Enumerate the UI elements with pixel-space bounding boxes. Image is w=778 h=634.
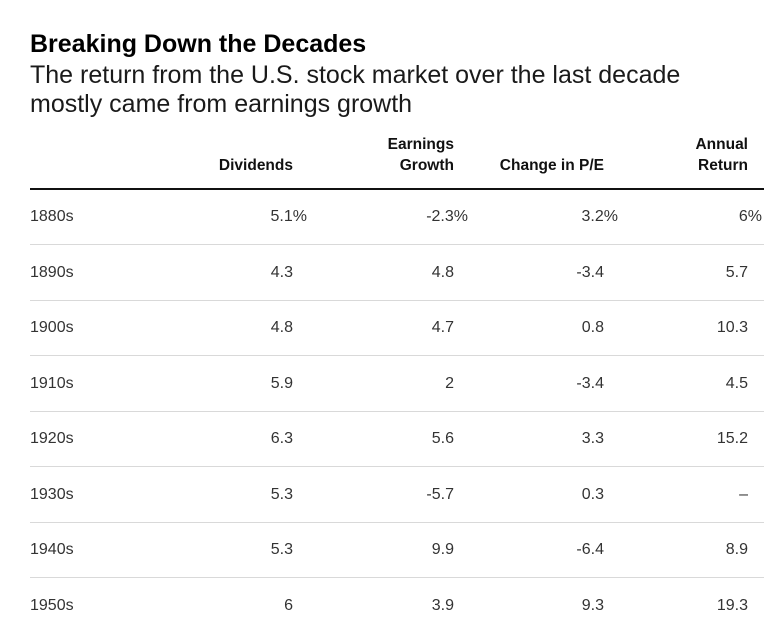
cell-change-in-pe: 3.2% bbox=[581, 208, 618, 225]
row-label-decade: 1940s bbox=[30, 541, 74, 558]
row-divider bbox=[30, 355, 764, 356]
header-divider bbox=[30, 188, 764, 190]
cell-annual-return: 15.2 bbox=[716, 430, 748, 447]
cell-earnings-growth: 9.9 bbox=[431, 541, 454, 558]
table-row: 1930s 5.3 -5.7 0.3 – bbox=[0, 468, 778, 523]
cell-earnings-growth: 4.8 bbox=[431, 263, 454, 281]
cell-dividends: 4.3 bbox=[270, 263, 293, 281]
cell-change-in-pe: 0.8 bbox=[581, 319, 604, 336]
cell-earnings-growth: -5.7 bbox=[426, 485, 454, 503]
cell-dividends: 5.1% bbox=[270, 208, 307, 225]
cell-earnings-growth: 3.9 bbox=[431, 596, 454, 614]
table-row: 1890s 4.3 4.8 -3.4 5.7 bbox=[0, 246, 778, 301]
chart-title: Breaking Down the Decades bbox=[30, 30, 367, 58]
column-header-earnings-growth: Earnings Growth bbox=[387, 136, 454, 174]
column-header-dividends: Dividends bbox=[218, 157, 293, 174]
cell-annual-return: – bbox=[739, 485, 748, 503]
cell-earnings-growth: 2 bbox=[445, 374, 454, 392]
row-divider bbox=[30, 299, 764, 301]
row-label-decade: 1950s bbox=[30, 596, 74, 614]
row-label-decade: 1890s bbox=[30, 263, 74, 281]
cell-earnings-growth: 5.6 bbox=[431, 430, 454, 447]
cell-dividends: 4.8 bbox=[270, 319, 293, 336]
cell-annual-return: 8.9 bbox=[725, 541, 748, 558]
row-divider bbox=[30, 521, 764, 523]
cell-dividends: 6 bbox=[284, 596, 293, 614]
row-label-decade: 1920s bbox=[30, 430, 74, 447]
row-divider bbox=[30, 410, 764, 412]
cell-annual-return: 10.3 bbox=[716, 319, 748, 336]
cell-dividends: 5.3 bbox=[270, 541, 293, 558]
cell-annual-return: 19.3 bbox=[716, 596, 748, 614]
cell-dividends: 5.3 bbox=[270, 485, 293, 503]
table-row: 1880s 5.1% -2.3% 3.2% 6% bbox=[0, 190, 778, 245]
cell-change-in-pe: 9.3 bbox=[581, 596, 604, 614]
cell-annual-return: 6% bbox=[738, 208, 762, 225]
table-row: 1940s 5.3 9.9 -6.4 8.9 bbox=[0, 523, 778, 578]
row-label-decade: 1930s bbox=[30, 485, 74, 503]
cell-dividends: 5.9 bbox=[270, 374, 293, 392]
cell-change-in-pe: 3.3 bbox=[581, 430, 604, 447]
row-divider bbox=[30, 466, 764, 467]
column-header-change-in-pe: Change in P/E bbox=[499, 157, 604, 174]
cell-dividends: 6.3 bbox=[270, 430, 293, 447]
chart-subtitle: The return from the U.S. stock market ov… bbox=[30, 61, 681, 118]
cell-earnings-growth: -2.3% bbox=[426, 208, 468, 225]
row-label-decade: 1900s bbox=[30, 319, 74, 336]
row-label-decade: 1880s bbox=[30, 208, 74, 225]
table-row: 1950s 6 3.9 9.3 19.3 bbox=[0, 579, 778, 634]
row-divider bbox=[30, 244, 764, 245]
row-divider bbox=[30, 577, 764, 578]
table-row: 1910s 5.9 2 -3.4 4.5 bbox=[0, 357, 778, 412]
cell-annual-return: 5.7 bbox=[725, 263, 748, 281]
cell-change-in-pe: 0.3 bbox=[581, 485, 604, 503]
cell-change-in-pe: -3.4 bbox=[576, 263, 604, 281]
cell-change-in-pe: -6.4 bbox=[576, 541, 604, 558]
cell-annual-return: 4.5 bbox=[725, 374, 748, 392]
cell-earnings-growth: 4.7 bbox=[431, 319, 454, 336]
row-label-decade: 1910s bbox=[30, 374, 74, 392]
table-row: 1900s 4.8 4.7 0.8 10.3 bbox=[0, 301, 778, 356]
table-header: Dividends Earnings Growth Change in P/E … bbox=[0, 134, 778, 184]
table-row: 1920s 6.3 5.6 3.3 15.2 bbox=[0, 412, 778, 467]
cell-change-in-pe: -3.4 bbox=[576, 374, 604, 392]
column-header-annual-return: Annual Return bbox=[695, 136, 748, 174]
